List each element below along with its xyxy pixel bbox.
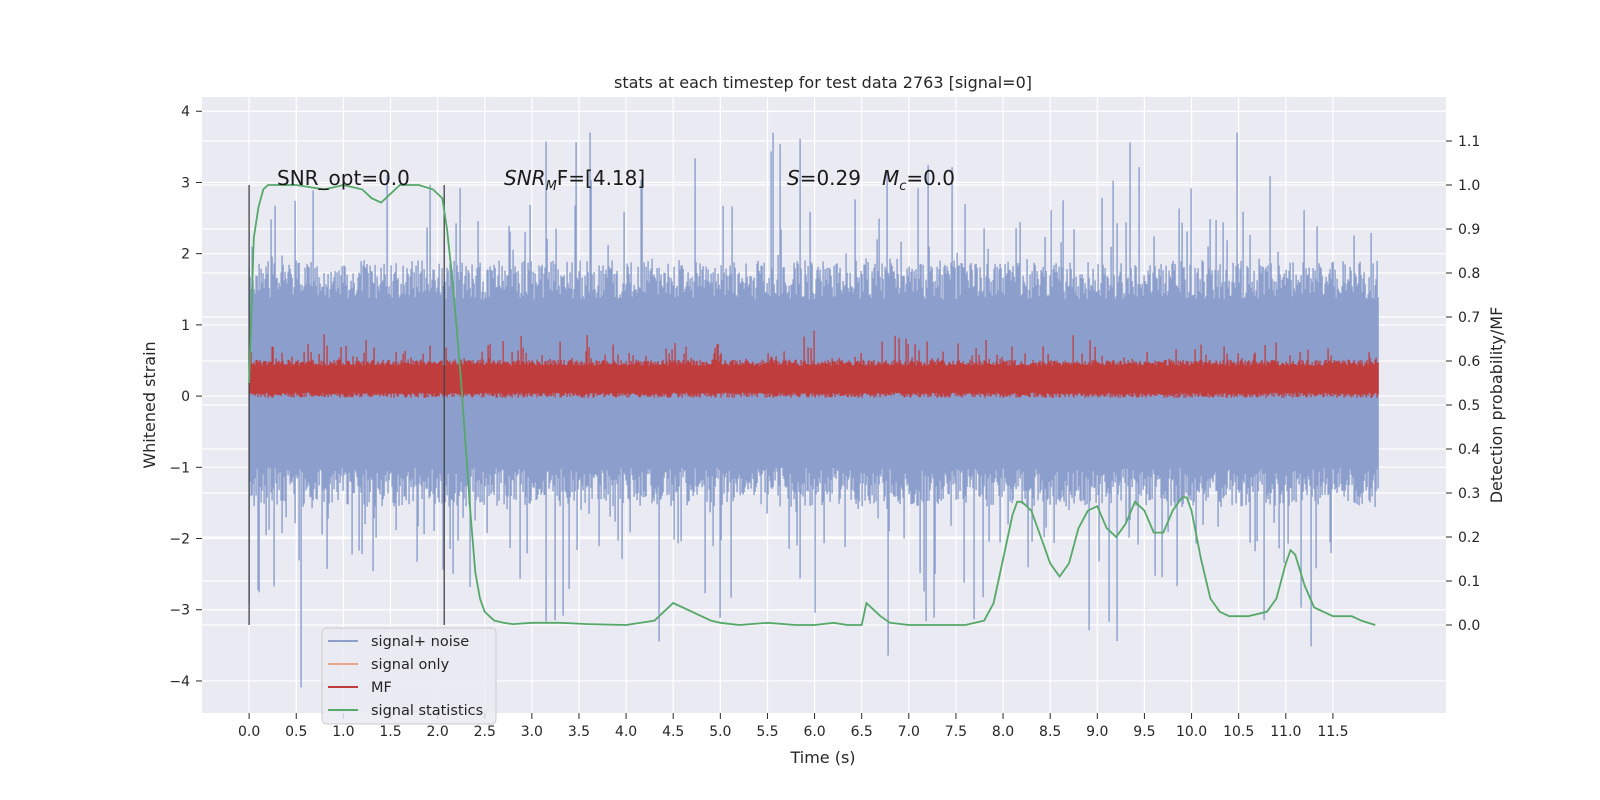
x-tick-label: 6.0 <box>803 724 825 740</box>
annotation-s: S=0.29 <box>787 166 861 190</box>
y2-tick-label: 0.3 <box>1458 486 1480 502</box>
y2-tick-label: 0.9 <box>1458 222 1480 238</box>
y-axis-label: Whitened strain <box>140 341 159 468</box>
legend: signal+ noise signal only MF signal stat… <box>321 627 497 725</box>
x-tick-label: 1.5 <box>379 724 401 740</box>
x-tick-label: 5.5 <box>756 724 778 740</box>
y-tick-labels: 4 3 2 1 0 −1 −2 −3 −4 <box>169 104 202 690</box>
y2-tick-label: 1.1 <box>1458 134 1480 150</box>
legend-label-signal-statistics: signal statistics <box>371 703 483 719</box>
x-tick-label: 10.0 <box>1176 724 1207 740</box>
x-tick-label: 9.5 <box>1133 724 1155 740</box>
x-tick-label: 0.5 <box>285 724 307 740</box>
y2-tick-label: 1.0 <box>1458 178 1480 194</box>
x-tick-label: 11.5 <box>1317 724 1348 740</box>
y-tick-label: 4 <box>181 104 190 120</box>
y-tick-label: 2 <box>181 247 190 263</box>
legend-label-signal-only: signal only <box>371 657 450 673</box>
x-tick-label: 8.5 <box>1039 724 1061 740</box>
x-tick-label: 3.5 <box>568 724 590 740</box>
x-tick-labels: 0.0 0.5 1.0 1.5 2.0 2.5 3.0 3.5 4.0 4.5 5.0 5.5 6.0 6… <box>238 713 1348 740</box>
y2-tick-label: 0.6 <box>1458 354 1480 370</box>
legend-label-signal-noise: signal+ noise <box>371 634 469 650</box>
annotation-mc: Mc=0.0 <box>882 166 955 194</box>
legend-label-mf: MF <box>371 680 392 696</box>
x-tick-label: 7.0 <box>898 724 920 740</box>
x-tick-label: 0.0 <box>238 724 260 740</box>
chart-title: stats at each timestep for test data 276… <box>614 73 1032 92</box>
y2-tick-label: 0.1 <box>1458 574 1480 590</box>
y-tick-label: 1 <box>181 318 190 334</box>
signal-statistics-series <box>248 184 1376 626</box>
y2-tick-label: 0.4 <box>1458 442 1480 458</box>
x-tick-label: 2.0 <box>426 724 448 740</box>
x-tick-label: 2.5 <box>474 724 496 740</box>
y-tick-label: −3 <box>169 603 190 619</box>
y2-tick-label: 0.7 <box>1458 310 1480 326</box>
y2-tick-label: 0.5 <box>1458 398 1480 414</box>
legend-box <box>321 627 497 725</box>
y2-axis-label: Detection probability/MF <box>1487 307 1506 504</box>
x-tick-label: 10.5 <box>1223 724 1254 740</box>
y2-tick-label: 0.2 <box>1458 530 1480 546</box>
y-tick-label: −1 <box>169 460 190 476</box>
y2-tick-label: 0.8 <box>1458 266 1480 282</box>
y-tick-label: 0 <box>181 389 190 405</box>
x-tick-label: 7.5 <box>945 724 967 740</box>
x-tick-label: 3.0 <box>521 724 543 740</box>
x-axis-label: Time (s) <box>789 748 855 767</box>
annotation-snr-mf: SNRMF=[4.18] <box>504 166 645 194</box>
y-tick-label: −4 <box>169 674 190 690</box>
y-tick-label: 3 <box>181 175 190 191</box>
x-tick-label: 6.5 <box>851 724 873 740</box>
x-tick-label: 11.0 <box>1270 724 1301 740</box>
y2-tick-label: 0.0 <box>1458 618 1480 634</box>
x-tick-label: 4.0 <box>615 724 637 740</box>
x-tick-label: 9.0 <box>1086 724 1108 740</box>
x-tick-label: 8.0 <box>992 724 1014 740</box>
annotation-snr-opt: SNR_opt=0.0 <box>277 166 410 190</box>
x-tick-label: 5.0 <box>709 724 731 740</box>
window-markers <box>248 185 445 625</box>
y2-tick-labels: 0.0 0.1 0.2 0.3 0.4 0.5 0.6 0.7 0.8 0.9 1.0 1.1 <box>1446 134 1480 634</box>
x-tick-label: 1.0 <box>332 724 354 740</box>
x-tick-label: 4.5 <box>662 724 684 740</box>
y-tick-label: −2 <box>169 532 190 548</box>
